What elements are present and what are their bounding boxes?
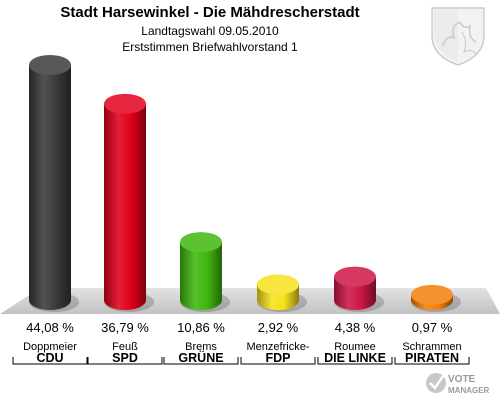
party-label: CDU [36, 351, 63, 365]
value-label: 44,08 % [26, 320, 74, 335]
party-label: PIRATEN [405, 351, 459, 365]
value-label: 10,86 % [177, 320, 225, 335]
bar-piraten [411, 284, 461, 312]
vote-manager-logo: VOTE MANAGER [426, 373, 490, 395]
category-bracket [12, 357, 88, 365]
bar-spd [104, 93, 154, 312]
category-bracket [394, 357, 470, 365]
logo-text-vote: VOTE [448, 374, 476, 385]
candidate-label: Brems [185, 341, 217, 353]
category-bracket [317, 357, 393, 365]
candidate-label: Roumee [334, 341, 376, 353]
candidate-label: Feuß [112, 341, 138, 353]
category-bracket [240, 357, 316, 365]
value-label: 2,92 % [258, 320, 299, 335]
candidate-label: Menzefricke- [247, 341, 310, 353]
value-label: 0,97 % [412, 320, 453, 335]
chart-title: Stadt Harsewinkel - Die Mähdrescherstadt [60, 4, 360, 21]
candidate-label: Schrammen [402, 341, 461, 353]
party-label: DIE LINKE [324, 351, 386, 365]
coat-of-arms-icon [431, 7, 485, 66]
category-bracket [163, 357, 239, 365]
bar-fdp [257, 274, 307, 312]
chart-subtitle-election: Landtagswahl 09.05.2010 [141, 24, 279, 38]
party-label: FDP [266, 351, 291, 365]
bar-grüne [180, 232, 230, 312]
category-bracket [87, 357, 163, 365]
value-label: 4,38 % [335, 320, 376, 335]
candidate-label: Doppmeier [23, 341, 77, 353]
party-label: GRÜNE [178, 350, 223, 365]
value-label: 36,79 % [101, 320, 149, 335]
bar-cdu [29, 55, 79, 312]
bar-die-linke [334, 266, 384, 312]
chart-subtitle-district: Erststimmen Briefwahlvorstand 1 [122, 40, 298, 54]
party-label: SPD [112, 351, 138, 365]
logo-text-manager: MANAGER [448, 386, 490, 395]
